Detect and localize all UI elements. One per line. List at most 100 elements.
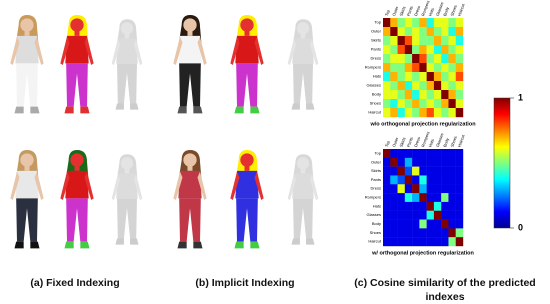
heatmap-cell — [412, 193, 419, 202]
heatmap-cell — [398, 72, 405, 81]
heatmap-cell — [383, 167, 390, 176]
heatmap-cell — [383, 237, 390, 246]
heatmap-cell — [448, 175, 455, 184]
heatmap-cell — [398, 228, 405, 237]
heatmap-cell — [434, 18, 441, 27]
heatmap-cell — [383, 108, 390, 117]
heatmap-cell — [390, 184, 397, 193]
heatmap-cell — [441, 63, 448, 72]
row-label: Rompers — [365, 195, 381, 200]
heatmap-cell — [390, 167, 397, 176]
heatmap-cell — [441, 237, 448, 246]
heatmap-cell — [390, 228, 397, 237]
heatmap-cell — [456, 220, 463, 229]
heatmap-cell — [405, 45, 412, 54]
heatmap-cell — [427, 193, 434, 202]
heatmap-cell — [383, 27, 390, 36]
heatmap-cell — [412, 220, 419, 229]
heatmap-cell — [405, 54, 412, 63]
heatmap-cell — [456, 167, 463, 176]
heatmap-cell — [434, 193, 441, 202]
heatmap-cell — [427, 45, 434, 54]
heatmap-cell — [412, 158, 419, 167]
heatmap-cell — [390, 45, 397, 54]
heatmap-cell — [448, 90, 455, 99]
heatmap-cell — [398, 63, 405, 72]
heatmap-cell — [456, 36, 463, 45]
row-label: Dress — [371, 56, 381, 61]
photo — [10, 15, 43, 113]
column-label: Haircut — [457, 2, 466, 16]
heatmap-cell — [390, 108, 397, 117]
heatmap-cell — [448, 228, 455, 237]
heatmap-cell — [434, 63, 441, 72]
heatmap-cell — [456, 99, 463, 108]
heatmap-cell — [412, 211, 419, 220]
heatmap-cell — [441, 108, 448, 117]
heatmap-cell — [390, 81, 397, 90]
heatmap-cell — [383, 18, 390, 27]
heatmap-cell — [427, 18, 434, 27]
heatmap-cell — [448, 211, 455, 220]
row-label: Shoes — [370, 230, 381, 235]
heatmap-cell — [398, 220, 405, 229]
heatmap-cell — [448, 202, 455, 211]
heatmap-cell — [448, 81, 455, 90]
heatmap-cell — [398, 45, 405, 54]
heatmap-cell — [412, 63, 419, 72]
heatmap-cell — [405, 99, 412, 108]
heatmap-cell — [398, 175, 405, 184]
heatmap-cell — [412, 54, 419, 63]
heatmap-cell — [456, 54, 463, 63]
heatmap-cell — [448, 193, 455, 202]
heatmap-cell — [419, 237, 426, 246]
segmentation — [230, 15, 263, 113]
heatmap-cell — [419, 202, 426, 211]
heatmap-cell — [405, 149, 412, 158]
heatmap-cell — [427, 99, 434, 108]
heatmap-cell — [427, 220, 434, 229]
heatmap-cell — [434, 72, 441, 81]
heatmap-cell — [448, 167, 455, 176]
heatmap-cell — [412, 228, 419, 237]
heatmap-cell — [412, 184, 419, 193]
heatmap-cell — [456, 202, 463, 211]
heatmap-cell — [412, 27, 419, 36]
row-label: Skirts — [371, 168, 381, 173]
heatmap-cell — [390, 202, 397, 211]
colorbar — [494, 98, 510, 228]
heatmap-cell — [441, 202, 448, 211]
heatmap-cell — [405, 167, 412, 176]
heatmap-cell — [390, 211, 397, 220]
heatmap-cell — [412, 149, 419, 158]
heatmap-cell — [398, 211, 405, 220]
heatmap-cell — [427, 202, 434, 211]
column-label: Haircut — [457, 133, 466, 147]
heatmap-cell — [434, 211, 441, 220]
heatmap-cell — [434, 158, 441, 167]
caption: (c) Cosine similarity of the predicted i… — [350, 276, 540, 304]
heatmap-cell — [390, 149, 397, 158]
heatmap-cell — [405, 202, 412, 211]
row-label: Outer — [371, 29, 382, 34]
heatmap-cell — [456, 90, 463, 99]
heatmap-cell — [456, 27, 463, 36]
row-label: Top — [375, 150, 382, 155]
row-label: Glasses — [367, 212, 381, 217]
heatmap-cell — [427, 36, 434, 45]
heatmap-cell — [434, 228, 441, 237]
heatmap-cell — [405, 158, 412, 167]
heatmap-cell — [427, 149, 434, 158]
heatmap-cell — [456, 63, 463, 72]
heatmap-cell — [456, 228, 463, 237]
heatmap-cell — [390, 99, 397, 108]
heatmap-cell — [434, 99, 441, 108]
colorbar-tick-label: 1 — [518, 92, 523, 102]
heatmap-cell — [412, 202, 419, 211]
heatmap-cell — [427, 175, 434, 184]
heatmap-cell — [427, 167, 434, 176]
heatmap-cell — [383, 54, 390, 63]
heatmap-cell — [398, 18, 405, 27]
heatmap-caption: w/o orthogonal projection regularization — [369, 121, 476, 127]
heatmap-cell — [456, 72, 463, 81]
